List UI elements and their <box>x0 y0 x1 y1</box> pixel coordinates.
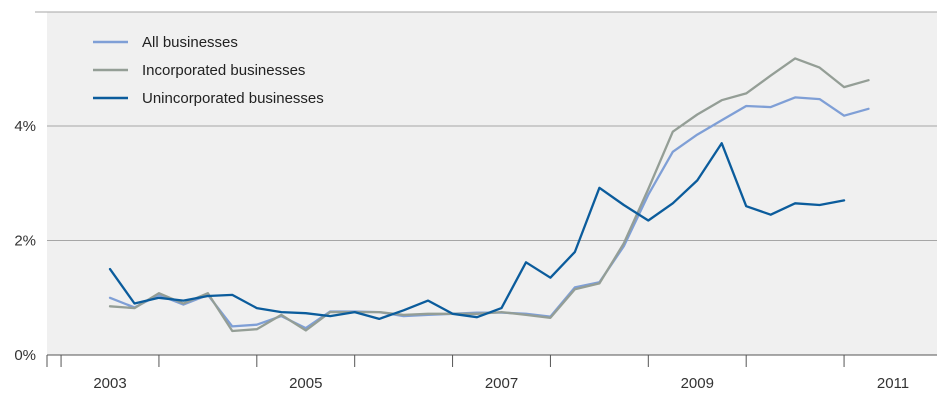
y-tick-label: 0% <box>14 347 36 364</box>
legend-label: Incorporated businesses <box>142 62 305 79</box>
x-tick-label: 2003 <box>93 375 126 392</box>
x-tick-label: 2011 <box>877 375 909 392</box>
series-line-3 <box>108 142 846 321</box>
x-tick-label: 2005 <box>289 375 322 392</box>
y-tick-label: 2% <box>14 233 36 250</box>
y-tick-label: 4% <box>14 118 36 135</box>
axes: 0% 2% 4% 2003 2005 2007 2009 2011 <box>14 118 937 392</box>
legend-label: All businesses <box>142 34 238 51</box>
gridlines <box>35 11 937 241</box>
series-layer <box>108 57 870 333</box>
x-tick-label: 2009 <box>681 375 714 392</box>
legend: All businesses Incorporated businesses Uni… <box>93 34 324 107</box>
legend-label: Unincorporated businesses <box>142 90 324 107</box>
x-tick-label: 2007 <box>485 375 518 392</box>
